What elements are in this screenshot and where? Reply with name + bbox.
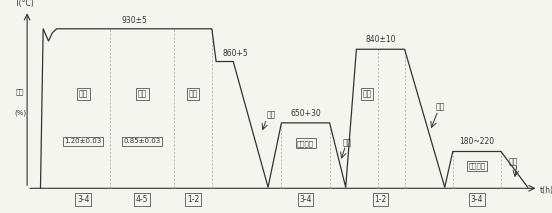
Text: 淡火: 淡火 bbox=[363, 90, 371, 99]
Text: 渗碳: 渗碳 bbox=[79, 90, 88, 99]
Text: 180~220: 180~220 bbox=[459, 137, 495, 146]
Text: (%): (%) bbox=[14, 109, 26, 116]
Text: 3-4: 3-4 bbox=[299, 195, 312, 204]
Text: 1-2: 1-2 bbox=[374, 195, 386, 204]
Text: 0.85±0.03: 0.85±0.03 bbox=[124, 138, 161, 144]
Text: 空冷: 空冷 bbox=[267, 110, 276, 119]
Text: 均温: 均温 bbox=[188, 90, 198, 99]
Text: 930±5: 930±5 bbox=[121, 16, 147, 25]
Text: 3-4: 3-4 bbox=[471, 195, 483, 204]
Text: 空冷: 空冷 bbox=[509, 157, 518, 166]
Text: t(h): t(h) bbox=[540, 186, 552, 195]
Text: T(°C): T(°C) bbox=[14, 0, 34, 8]
Text: 高温回火: 高温回火 bbox=[297, 140, 314, 147]
Text: 低温回火: 低温回火 bbox=[469, 163, 485, 169]
Text: 1.20±0.03: 1.20±0.03 bbox=[65, 138, 102, 144]
Text: 油淩: 油淩 bbox=[436, 102, 444, 111]
Text: 650+30: 650+30 bbox=[290, 109, 321, 118]
Text: 3-4: 3-4 bbox=[77, 195, 89, 204]
Text: 扩散: 扩散 bbox=[137, 90, 147, 99]
Text: 4-5: 4-5 bbox=[136, 195, 148, 204]
Text: 碳势: 碳势 bbox=[16, 89, 24, 95]
Text: 空冷: 空冷 bbox=[343, 139, 352, 148]
Text: 840±10: 840±10 bbox=[365, 35, 396, 44]
Text: 1-2: 1-2 bbox=[187, 195, 199, 204]
Text: 860+5: 860+5 bbox=[222, 49, 248, 58]
